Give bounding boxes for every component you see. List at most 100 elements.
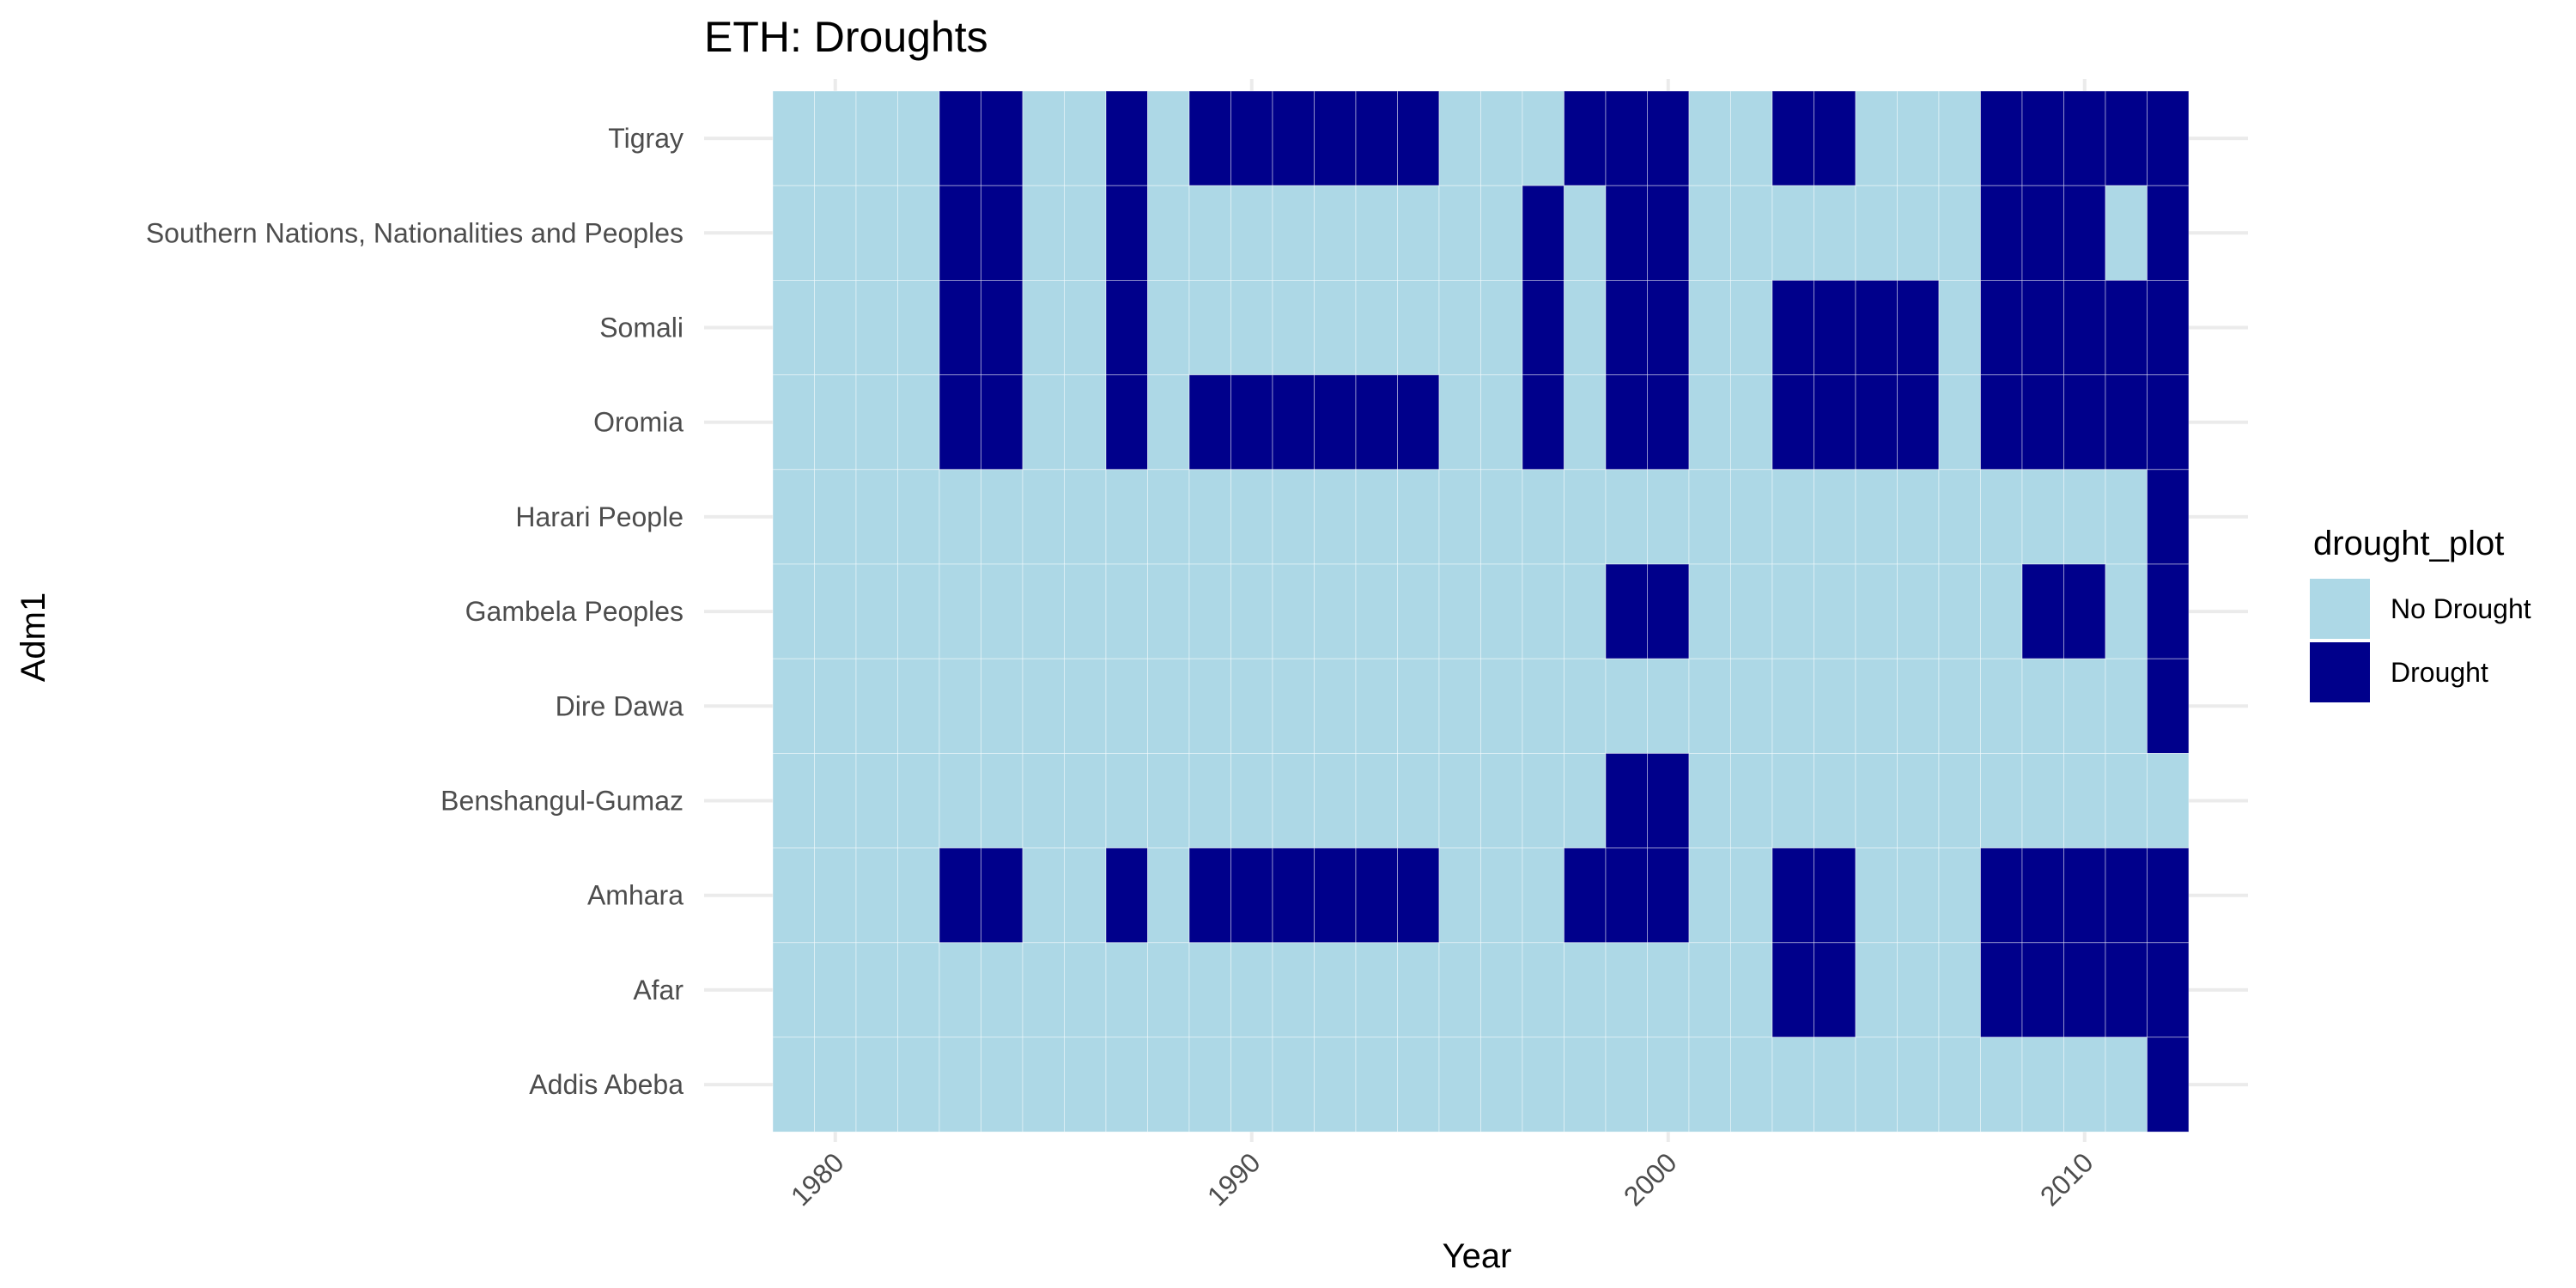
heatmap-cell-no-drought [2021,469,2064,565]
heatmap-cell-drought [1522,279,1564,375]
heatmap-cell-no-drought [855,658,898,754]
heatmap-cell-drought [2063,279,2106,375]
heatmap-cell-no-drought [1064,942,1107,1038]
heatmap-cell-no-drought [1022,90,1065,186]
heatmap-cell-no-drought [939,942,981,1038]
y-tick-label: Harari People [515,501,683,532]
heatmap-cell-drought [1647,753,1690,849]
heatmap-cell-drought [1397,90,1440,186]
legend-label-drought: Drought [2391,657,2488,688]
heatmap-cell-drought [1647,279,1690,375]
heatmap-cell-no-drought [1688,942,1731,1038]
heatmap-cell-no-drought [1771,185,1814,281]
heatmap-cell-no-drought [1855,185,1898,281]
heatmap-cell-no-drought [1564,658,1607,754]
heatmap-cell-no-drought [1355,185,1398,281]
heatmap-cell-drought [939,90,981,186]
heatmap-cell-no-drought [1855,469,1898,565]
heatmap-cell-no-drought [1230,563,1273,659]
heatmap-cell-no-drought [1647,469,1690,565]
heatmap-cell-no-drought [1438,848,1481,944]
heatmap-cell-drought [2063,942,2106,1038]
heatmap-cell-drought [939,279,981,375]
heatmap-cell-no-drought [1105,1036,1148,1133]
heatmap-cell-no-drought [1355,753,1398,849]
heatmap-cell-drought [2147,374,2190,471]
heatmap-cell-no-drought [1397,469,1440,565]
heatmap-cell-no-drought [1438,185,1481,281]
heatmap-cell-no-drought [1730,185,1773,281]
heatmap-cell-no-drought [1064,185,1107,281]
heatmap-cell-no-drought [1438,753,1481,849]
heatmap-cell-no-drought [1022,469,1065,565]
heatmap-cell-drought [1605,753,1648,849]
heatmap-cell-no-drought [1938,1036,1981,1133]
heatmap-cell-no-drought [814,374,857,471]
heatmap-cell-no-drought [1105,469,1148,565]
heatmap-cell-no-drought [1230,1036,1273,1133]
heatmap-cell-no-drought [1814,563,1856,659]
heatmap-cell-drought [1980,848,2023,944]
heatmap-cell-no-drought [1272,563,1315,659]
heatmap-cell-drought [1647,185,1690,281]
heatmap-cell-no-drought [1064,279,1107,375]
heatmap-cell-no-drought [1771,658,1814,754]
heatmap-cell-no-drought [1064,469,1107,565]
heatmap-cell-no-drought [897,469,940,565]
heatmap-cell-no-drought [1438,1036,1481,1133]
heatmap-cell-no-drought [1022,185,1065,281]
heatmap-cell-no-drought [1314,1036,1357,1133]
heatmap-cell-no-drought [1897,848,1940,944]
heatmap-cell-drought [2063,185,2106,281]
heatmap-cell-drought [1314,90,1357,186]
heatmap-cell-drought [1105,185,1148,281]
heatmap-cell-no-drought [1188,279,1231,375]
heatmap-cell-no-drought [981,1036,1024,1133]
heatmap-cell-no-drought [1188,185,1231,281]
heatmap-cell-no-drought [1397,563,1440,659]
heatmap-cell-no-drought [1022,753,1065,849]
heatmap-cell-drought [1814,942,1856,1038]
heatmap-cell-no-drought [1688,469,1731,565]
heatmap-cell-no-drought [897,185,940,281]
heatmap-cell-drought [1771,942,1814,1038]
heatmap-cell-drought [1855,374,1898,471]
heatmap-cell-drought [1397,848,1440,944]
heatmap-cell-no-drought [1564,1036,1607,1133]
heatmap-cell-no-drought [1480,942,1523,1038]
heatmap-cell-drought [2147,469,2190,565]
heatmap-cell-no-drought [1564,469,1607,565]
heatmap-cell-no-drought [1688,279,1731,375]
x-tick-label: 2000 [1618,1146,1683,1212]
heatmap-cell-drought [1980,90,2023,186]
heatmap-cell-drought [1230,90,1273,186]
y-tick-label: Afar [633,975,683,1005]
heatmap-cell-no-drought [1022,658,1065,754]
heatmap-cell-no-drought [1230,185,1273,281]
heatmap-cell-no-drought [1438,374,1481,471]
heatmap-cell-no-drought [1730,942,1773,1038]
heatmap-cell-no-drought [772,1036,815,1133]
heatmap-cell-no-drought [814,90,857,186]
heatmap-cell-drought [1314,374,1357,471]
y-tick-label: Addis Abeba [529,1069,683,1100]
heatmap-cell-drought [1188,90,1231,186]
heatmap-cell-drought [1564,848,1607,944]
heatmap-cell-no-drought [1188,469,1231,565]
heatmap-cell-no-drought [1480,848,1523,944]
y-tick-label: Southern Nations, Nationalities and Peop… [146,217,683,248]
heatmap-cell-drought [1814,374,1856,471]
heatmap-cell-no-drought [1355,658,1398,754]
heatmap-cell-no-drought [1730,469,1773,565]
heatmap-cell-no-drought [855,753,898,849]
heatmap-cell-drought [1647,563,1690,659]
heatmap-cell-no-drought [1438,90,1481,186]
heatmap-cell-drought [1272,374,1315,471]
heatmap-cell-no-drought [1771,1036,1814,1133]
heatmap-cell-no-drought [1022,374,1065,471]
heatmap-cell-no-drought [1814,185,1856,281]
heatmap-cell-no-drought [1522,658,1564,754]
heatmap-cell-no-drought [814,658,857,754]
heatmap-cell-no-drought [1980,658,2023,754]
heatmap-cell-no-drought [1814,1036,1856,1133]
